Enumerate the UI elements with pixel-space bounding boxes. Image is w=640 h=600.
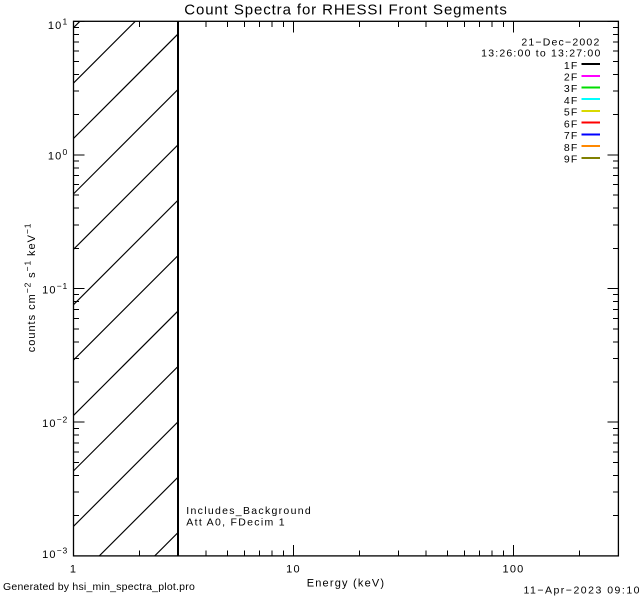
svg-text:2F: 2F	[564, 72, 579, 84]
svg-text:7F: 7F	[564, 130, 579, 142]
svg-text:9F: 9F	[564, 154, 579, 166]
svg-text:10: 10	[286, 564, 301, 576]
svg-text:1: 1	[70, 564, 77, 576]
svg-text:100: 100	[503, 564, 525, 576]
svg-text:6F: 6F	[564, 118, 579, 130]
svg-text:4F: 4F	[564, 95, 579, 107]
svg-text:Generated by hsi_min_spectra_p: Generated by hsi_min_spectra_plot.pro	[3, 581, 195, 593]
svg-text:1F: 1F	[564, 60, 579, 72]
svg-text:Energy (keV): Energy (keV)	[307, 577, 386, 589]
svg-text:21−Dec−2002: 21−Dec−2002	[521, 37, 600, 49]
svg-text:5F: 5F	[564, 107, 579, 119]
svg-text:Att A0, FDecim 1: Att A0, FDecim 1	[186, 516, 286, 528]
svg-text:13:26:00 to 13:27:00: 13:26:00 to 13:27:00	[481, 47, 601, 59]
svg-text:counts cm−2 s−1 keV−1: counts cm−2 s−1 keV−1	[23, 223, 39, 353]
svg-text:Includes_Background: Includes_Background	[186, 505, 312, 517]
svg-text:3F: 3F	[564, 83, 579, 95]
svg-text:11−Apr−2023 09:10: 11−Apr−2023 09:10	[523, 584, 640, 596]
svg-text:Count Spectra for RHESSI Front: Count Spectra for RHESSI Front Segments	[184, 2, 508, 19]
svg-text:100: 100	[48, 147, 68, 163]
svg-text:101: 101	[48, 16, 68, 32]
svg-text:8F: 8F	[564, 142, 579, 154]
